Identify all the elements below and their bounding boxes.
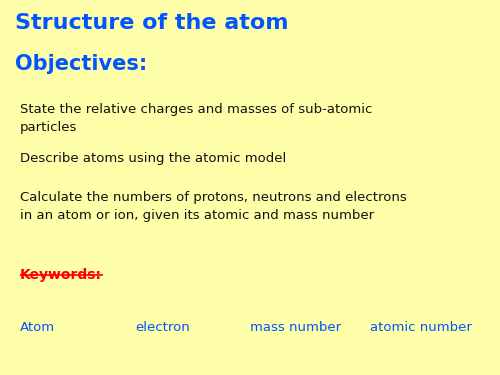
Text: Calculate the numbers of protons, neutrons and electrons
in an atom or ion, give: Calculate the numbers of protons, neutro… (20, 191, 407, 222)
Text: mass number: mass number (250, 321, 341, 334)
Text: State the relative charges and masses of sub-atomic
particles: State the relative charges and masses of… (20, 103, 372, 134)
Text: Structure of the atom: Structure of the atom (15, 13, 288, 33)
Text: Atom: Atom (20, 321, 55, 334)
Text: Describe atoms using the atomic model: Describe atoms using the atomic model (20, 152, 286, 165)
Text: atomic number: atomic number (370, 321, 472, 334)
Text: Keywords:: Keywords: (20, 268, 102, 282)
Text: electron: electron (135, 321, 190, 334)
Text: Objectives:: Objectives: (15, 54, 147, 74)
